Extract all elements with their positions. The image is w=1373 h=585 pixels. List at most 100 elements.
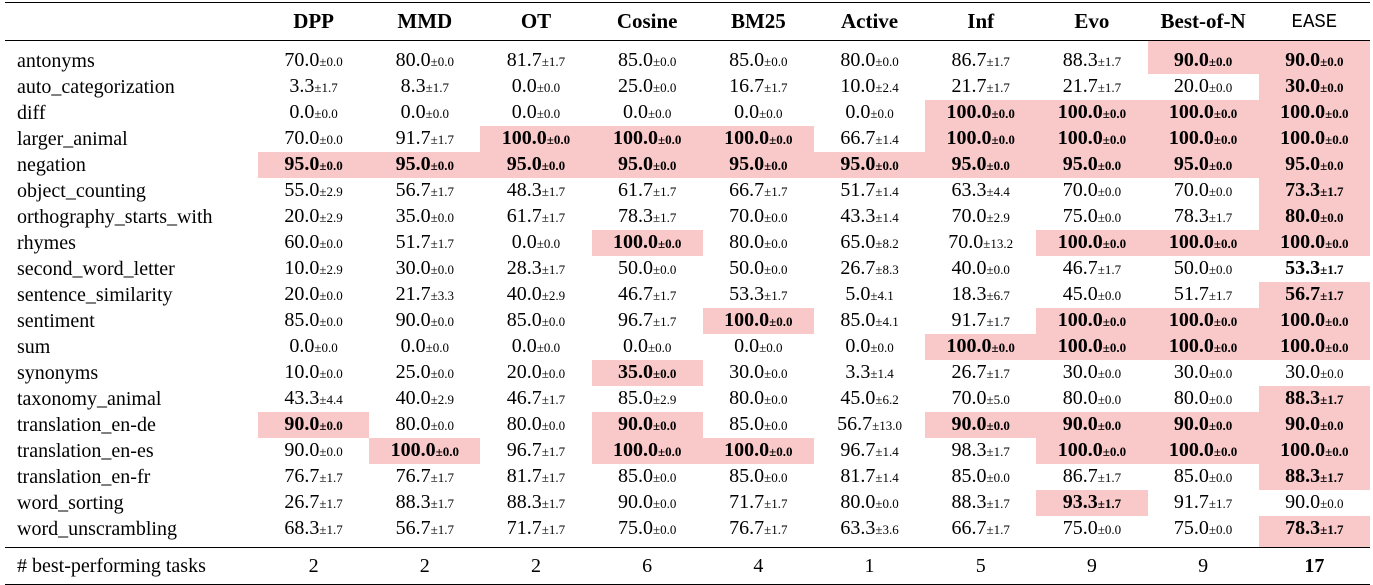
score-std: ±1.7 <box>541 444 566 459</box>
score-std: ±13.0 <box>872 418 902 433</box>
score-std: ±0.0 <box>541 158 566 173</box>
score-mean: 0.0 <box>845 101 871 123</box>
score-std: ±3.6 <box>875 522 899 537</box>
score-cell: 48.3±1.7 <box>480 178 591 204</box>
score-mean: 85.0 <box>840 309 876 331</box>
score-std: ±1.7 <box>319 496 343 511</box>
score-cell: 95.0±0.0 <box>1036 152 1148 178</box>
score-cell: 100.0±0.0 <box>591 230 703 256</box>
task-name: second_word_letter <box>17 258 175 280</box>
score-std: ±0.0 <box>1102 106 1127 121</box>
task-name: sentence_similarity <box>17 284 173 306</box>
score-std: ±1.7 <box>764 80 788 95</box>
task-name: rhymes <box>17 232 76 254</box>
score-cell: 80.0±0.0 <box>369 412 480 438</box>
score-mean: 61.7 <box>506 205 542 227</box>
score-mean: 95.0 <box>1173 153 1209 175</box>
score-mean: 100.0 <box>1168 231 1214 253</box>
score-mean: 80.0 <box>729 231 765 253</box>
score-mean: 96.7 <box>617 309 653 331</box>
score-std: ±0.0 <box>652 418 677 433</box>
score-mean: 100.0 <box>612 439 658 461</box>
score-mean: 46.7 <box>1062 257 1098 279</box>
score-cell: 90.0±0.0 <box>1258 412 1370 438</box>
table-row: negation 95.0±0.0 95.0±0.0 95.0±0.0 95.0±0.0… <box>5 152 1370 178</box>
score-std: ±0.0 <box>991 132 1015 147</box>
score-cell: 66.7±1.7 <box>925 516 1036 548</box>
score-cell: 85.0±0.0 <box>480 308 591 334</box>
score-cell: 0.0±0.0 <box>480 100 591 126</box>
score-mean: 0.0 <box>511 75 537 97</box>
score-mean: 95.0 <box>506 153 542 175</box>
score-mean: 90.0 <box>1173 49 1209 71</box>
score-std: ±0.0 <box>1208 54 1233 69</box>
score-cell: 90.0±0.0 <box>1147 40 1259 74</box>
task-name: antonyms <box>17 50 95 72</box>
score-std: ±0.0 <box>319 288 343 303</box>
score-std: ±13.2 <box>983 236 1014 251</box>
score-std: ±1.7 <box>1208 496 1233 511</box>
score-mean: 46.7 <box>617 283 653 305</box>
footer-row: # best-performing tasks 2 2 2 6 4 1 5 9 9 17 <box>5 547 1370 585</box>
score-std: ±0.0 <box>1213 444 1238 459</box>
score-cell: 3.3±1.4 <box>814 360 925 386</box>
score-std: ±0.0 <box>1213 314 1238 329</box>
score-mean: 56.7 <box>395 179 431 201</box>
score-std: ±2.4 <box>875 80 899 95</box>
task-name: diff <box>17 102 46 124</box>
score-std: ±1.7 <box>1208 210 1233 225</box>
score-cell: 81.7±1.7 <box>480 41 591 75</box>
score-cell: 75.0±0.0 <box>1148 516 1259 548</box>
score-cell: 100.0±0.0 <box>1258 100 1370 126</box>
score-std: ±0.0 <box>764 392 788 407</box>
score-std: ±0.0 <box>657 444 682 459</box>
score-mean: 20.0 <box>284 205 320 227</box>
score-std: ±1.7 <box>541 496 566 511</box>
score-std: ±1.7 <box>1097 496 1122 511</box>
score-cell: 91.7±1.7 <box>369 126 480 152</box>
score-mean: 100.0 <box>1168 309 1214 331</box>
score-mean: 100.0 <box>1280 335 1326 357</box>
score-cell: 78.3±1.7 <box>1148 204 1259 230</box>
score-cell: 21.7±1.7 <box>1036 74 1147 100</box>
score-mean: 88.3 <box>1062 49 1098 71</box>
score-cell: 71.7±1.7 <box>703 490 814 516</box>
score-std: ±0.0 <box>536 80 561 95</box>
score-mean: 75.0 <box>1173 517 1209 539</box>
score-mean: 10.0 <box>840 75 876 97</box>
score-mean: 28.3 <box>506 257 542 279</box>
score-std: ±1.7 <box>986 522 1010 537</box>
score-mean: 30.0 <box>1173 361 1209 383</box>
score-std: ±2.9 <box>986 210 1010 225</box>
header-method: Inf <box>967 9 995 33</box>
score-cell: 80.0±0.0 <box>703 230 814 256</box>
score-std: ±4.1 <box>870 288 894 303</box>
task-name: sum <box>17 336 51 358</box>
score-cell: 0.0±0.0 <box>703 100 814 126</box>
score-mean: 20.0 <box>284 283 320 305</box>
score-cell: 100.0±0.0 <box>1147 438 1259 464</box>
score-std: ±0.0 <box>1213 132 1238 147</box>
score-std: ±0.0 <box>764 470 788 485</box>
score-std: ±0.0 <box>769 444 793 459</box>
score-cell: 63.3±3.6 <box>814 516 925 548</box>
score-cell: 21.7±3.3 <box>369 282 480 308</box>
score-mean: 95.0 <box>951 153 987 175</box>
score-mean: 80.0 <box>729 387 765 409</box>
score-std: ±1.7 <box>314 80 338 95</box>
score-mean: 88.3 <box>951 491 987 513</box>
score-std: ±4.4 <box>986 184 1010 199</box>
best-count: 2 <box>308 555 319 577</box>
score-mean: 95.0 <box>1285 153 1321 175</box>
header-method: OT <box>520 9 552 33</box>
score-cell: 76.7±1.7 <box>369 464 480 490</box>
score-std: ±1.7 <box>1097 80 1122 95</box>
score-mean: 100.0 <box>1280 127 1326 149</box>
score-mean: 25.0 <box>617 75 653 97</box>
score-std: ±0.0 <box>652 366 677 381</box>
score-mean: 80.0 <box>1173 387 1209 409</box>
score-std: ±0.0 <box>319 236 343 251</box>
score-cell: 0.0±0.0 <box>592 334 703 360</box>
score-mean: 21.7 <box>395 283 431 305</box>
score-std: ±0.0 <box>1320 418 1344 433</box>
